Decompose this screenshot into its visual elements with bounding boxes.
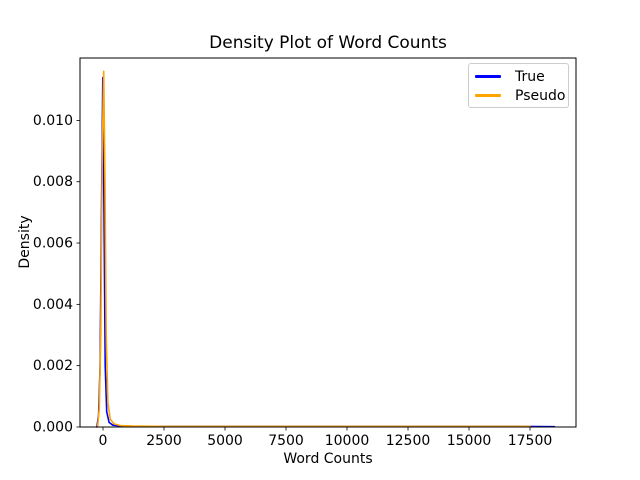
y-tick-label: 0.002: [33, 358, 73, 374]
x-tick-label: 5000: [207, 433, 243, 449]
y-tick-label: 0.008: [33, 174, 73, 190]
x-tick-label: 17500: [508, 433, 553, 449]
legend-line-sample-true: [475, 75, 501, 78]
x-axis-label: Word Counts: [283, 451, 373, 467]
y-tick-label: 0.000: [33, 420, 73, 436]
y-tick-label: 0.004: [33, 297, 73, 313]
y-tick-label: 0.010: [33, 113, 73, 129]
legend-label-true: True: [515, 68, 545, 85]
legend-entry-pseudo: Pseudo: [469, 86, 568, 105]
y-axis-label: Density: [17, 215, 33, 269]
series-line-pseudo: [96, 70, 531, 428]
axes-frame: [79, 57, 577, 428]
chart-title: Density Plot of Word Counts: [209, 33, 447, 53]
x-tick-label: 12500: [386, 433, 431, 449]
x-tick-label: 10000: [325, 433, 370, 449]
y-tick-label: 0.006: [33, 236, 73, 252]
series-line-true: [96, 76, 556, 428]
legend: True Pseudo: [468, 63, 569, 108]
x-tick-label: 2500: [146, 433, 182, 449]
legend-label-pseudo: Pseudo: [515, 87, 566, 104]
x-tick-label: 7500: [268, 433, 304, 449]
x-tick-label: 0: [99, 433, 108, 449]
legend-entry-true: True: [469, 67, 568, 86]
x-tick-label: 15000: [447, 433, 492, 449]
legend-line-sample-pseudo: [475, 94, 501, 97]
